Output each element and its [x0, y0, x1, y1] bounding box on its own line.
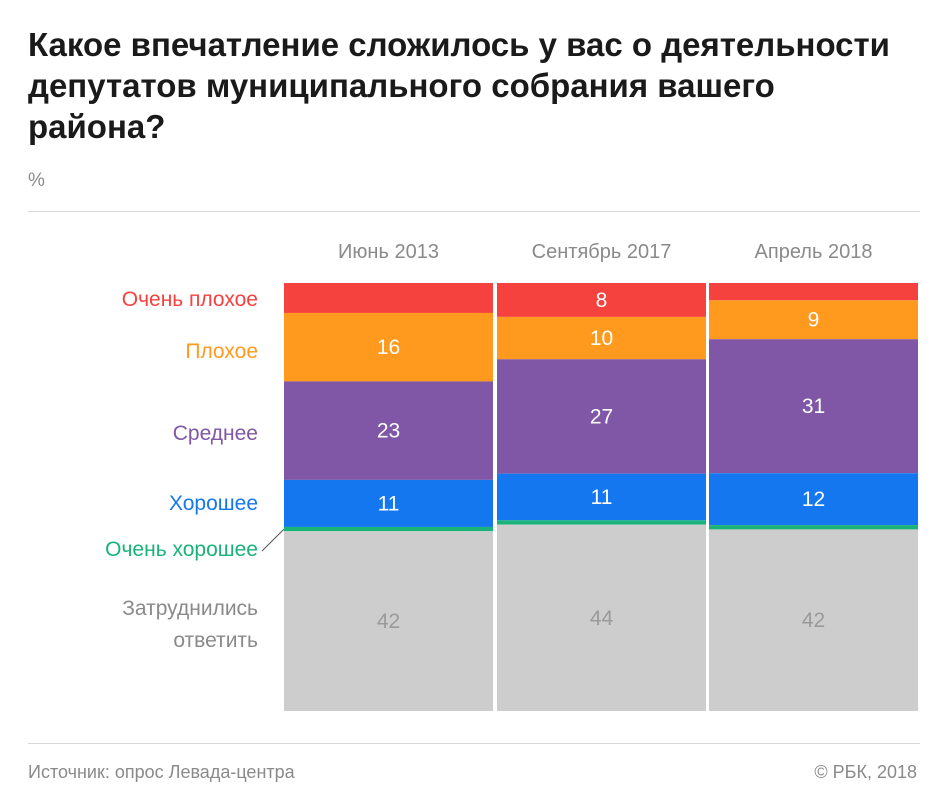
chart-title: Какое впечатление сложилось у вас о деят…: [28, 26, 890, 145]
legend-item-затруднились-ответить: Затруднились ответить: [122, 597, 258, 652]
legend-line: Затруднились: [122, 597, 258, 620]
bar-segment-хорошее: [709, 473, 918, 526]
legend-item-очень-хорошее: Очень хорошее: [105, 538, 258, 561]
legend-item-плохое: Плохое: [185, 340, 258, 363]
legend-item-очень-плохое: Очень плохое: [122, 288, 258, 311]
copyright: © РБК, 2018: [814, 762, 917, 782]
data-label: 31: [802, 395, 825, 418]
bar-segment-среднее: [284, 381, 493, 480]
data-label: 11: [378, 492, 400, 515]
bottom-divider: [28, 743, 920, 744]
source-note: Источник: опрос Левада-центра: [28, 762, 295, 782]
data-label: 8: [596, 289, 608, 312]
bar-segment-плохое: [284, 312, 493, 382]
data-label: 16: [377, 336, 400, 359]
bar-segment-плохое: [709, 300, 918, 340]
data-label: 9: [808, 309, 820, 332]
column-header: Апрель 2018: [755, 241, 873, 263]
data-label: 27: [590, 405, 613, 428]
bar-segment-очень-хорошее: [497, 520, 706, 525]
bar-segment-среднее: [709, 339, 918, 474]
data-label: 11: [591, 486, 613, 509]
bar-segment-очень-хорошее: [284, 526, 493, 532]
top-divider: [28, 211, 920, 212]
bar-segment-плохое: [497, 316, 706, 360]
data-label: 42: [802, 609, 825, 632]
stacked-bar-chart: Июнь 2013 Сентябрь 2017 Апрель 2018 16 23 11 4…: [105, 241, 918, 711]
bar-segment-хорошее: [497, 473, 706, 521]
data-label: 42: [377, 610, 400, 633]
bar-segment-среднее: [497, 359, 706, 474]
legend-leader-line: [261, 528, 285, 552]
bar-segment-очень-плохое: [709, 283, 918, 301]
legend-item-хорошее: Хорошее: [169, 492, 258, 515]
data-label: 23: [377, 420, 400, 443]
bar-segment-хорошее: [284, 479, 493, 527]
column-header: Сентябрь 2017: [532, 241, 672, 263]
bar-segment-очень-хорошее: [709, 525, 918, 530]
bar-segment-очень-плохое: [497, 283, 706, 317]
legend-line: ответить: [173, 629, 258, 652]
data-label: 44: [590, 607, 614, 630]
bar-segment-затруднились-ответить: [497, 524, 706, 711]
data-label: 10: [590, 327, 613, 350]
unit-label: %: [28, 170, 45, 191]
bar-segment-очень-плохое: [284, 283, 493, 313]
column-header: Июнь 2013: [338, 241, 439, 263]
bar-segment-затруднились-ответить: [284, 531, 493, 711]
bar-segment-затруднились-ответить: [709, 529, 918, 711]
data-label: 12: [802, 488, 825, 511]
legend-item-среднее: Среднее: [173, 422, 258, 445]
